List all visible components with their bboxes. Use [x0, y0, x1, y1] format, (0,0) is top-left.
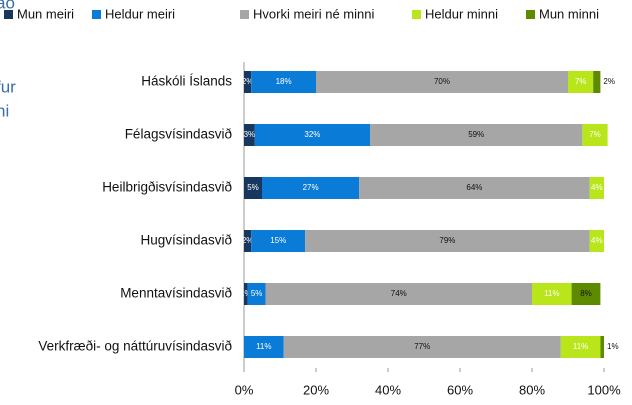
bar-segment [244, 283, 248, 305]
value-label: 11% [544, 289, 559, 298]
value-label: 74% [391, 289, 407, 298]
fragment: ao [0, 0, 15, 12]
value-label: 27% [303, 183, 319, 192]
x-tick-label: 100% [587, 382, 621, 397]
x-tick-label: 80% [519, 382, 545, 397]
bar-segment [244, 336, 284, 358]
value-label: 70% [434, 77, 450, 86]
bar-segment [359, 177, 590, 199]
value-label: 79% [439, 236, 455, 245]
value-label: 7% [589, 130, 601, 139]
bar-segment [244, 71, 252, 93]
legend-swatch [412, 10, 421, 19]
x-tick-label: 20% [303, 382, 329, 397]
legend-label: Mun minni [539, 6, 599, 21]
value-label: 8% [580, 289, 592, 298]
value-label: 11% [256, 342, 271, 351]
value-label: 32% [304, 130, 320, 139]
legend-swatch [526, 10, 535, 19]
value-label: 5% [247, 183, 259, 192]
legend-label: Mun meiri [17, 6, 74, 21]
value-label: 2% [242, 236, 254, 245]
x-tick-label: 60% [447, 382, 473, 397]
bar-segment [244, 124, 255, 146]
bar-segment [593, 71, 601, 93]
bar-segment [560, 336, 601, 358]
legend-label: Hvorki meiri né minni [253, 6, 374, 21]
bar-segment [571, 283, 601, 305]
value-label: 1% [240, 289, 252, 298]
bar-segment [370, 124, 583, 146]
value-label: 2% [603, 77, 615, 86]
value-label: 7% [575, 77, 587, 86]
value-label: 11% [573, 342, 588, 351]
fragment: ni [0, 101, 9, 120]
x-tick-label: 0% [235, 382, 254, 397]
value-label: 4% [591, 236, 603, 245]
value-label: 18% [276, 77, 292, 86]
bar-segment [244, 177, 262, 199]
legend-swatch [4, 10, 13, 19]
bar-segment [247, 283, 266, 305]
value-label: 59% [468, 130, 484, 139]
bar-segment [244, 230, 252, 252]
bar-segment [251, 71, 316, 93]
category-label: Heilbrigðisvísindasvið [102, 180, 232, 195]
category-label: Verkfræði- og náttúruvísindasvið [38, 339, 232, 354]
bar-segment [254, 124, 370, 146]
fragment: fur [0, 77, 16, 96]
bar-segment [283, 336, 561, 358]
value-label: 64% [466, 183, 482, 192]
x-tick-label: 40% [375, 382, 401, 397]
value-label: 5% [251, 289, 263, 298]
legend-swatch [92, 10, 101, 19]
category-label: Félagsvísindasvið [125, 127, 232, 142]
value-label: 15% [270, 236, 286, 245]
bar-segment [589, 177, 604, 199]
bar-segment [316, 71, 568, 93]
bar-segment [532, 283, 572, 305]
category-label: Menntavísindasvið [120, 286, 232, 301]
value-label: 3% [244, 130, 256, 139]
bar-segment [262, 177, 360, 199]
value-label: 1% [607, 342, 619, 351]
bar-segment [265, 283, 532, 305]
value-label: 2% [242, 77, 254, 86]
bar-segment [582, 124, 608, 146]
bar-segment [600, 336, 604, 358]
legend-label: Heldur minni [425, 6, 498, 21]
category-label: Háskóli Íslands [141, 74, 232, 89]
bar-segment [251, 230, 306, 252]
bar-segment [305, 230, 590, 252]
legend-label: Heldur meiri [105, 6, 175, 21]
value-label: 77% [414, 342, 430, 351]
bar-segment [568, 71, 594, 93]
bar-segment [589, 230, 604, 252]
category-label: Hugvísindasvið [140, 233, 232, 248]
legend-swatch [240, 10, 249, 19]
value-label: 4% [591, 183, 603, 192]
